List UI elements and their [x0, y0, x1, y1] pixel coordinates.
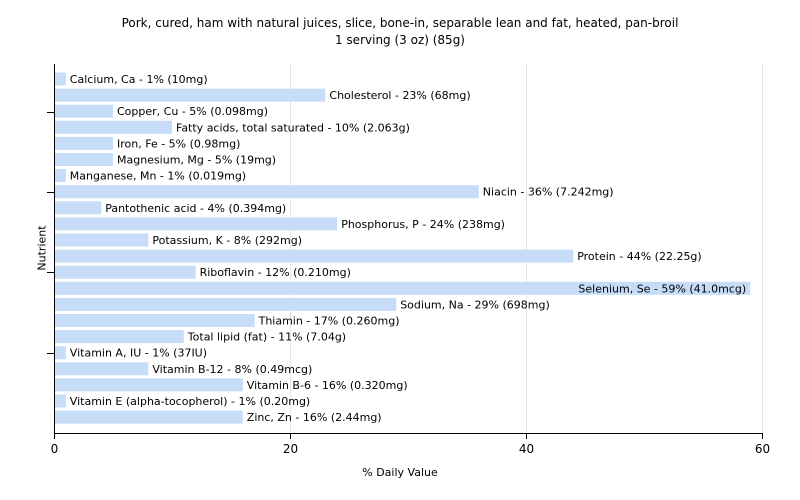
- data-label: Vitamin B-12 - 8% (0.49mcg): [152, 363, 312, 376]
- bar: [54, 201, 102, 215]
- data-label: Phosphorus, P - 24% (238mg): [341, 218, 505, 231]
- data-label: Copper, Cu - 5% (0.098mg): [117, 105, 268, 118]
- bar: [54, 346, 66, 360]
- bar: [54, 88, 326, 102]
- bar: [54, 104, 113, 118]
- data-label: Manganese, Mn - 1% (0.019mg): [70, 170, 246, 183]
- bar: [54, 297, 397, 311]
- data-label: Iron, Fe - 5% (0.98mg): [117, 137, 240, 150]
- data-label: Vitamin E (alpha-tocopherol) - 1% (0.20m…: [70, 395, 310, 408]
- data-label: Riboflavin - 12% (0.210mg): [200, 266, 351, 279]
- data-label: Zinc, Zn - 16% (2.44mg): [247, 411, 382, 424]
- bar: [54, 362, 149, 376]
- data-label: Calcium, Ca - 1% (10mg): [70, 73, 208, 86]
- data-label: Potassium, K - 8% (292mg): [152, 234, 302, 247]
- bar: [54, 265, 196, 279]
- data-label: Selenium, Se - 59% (41.0mcg): [578, 282, 746, 295]
- bar: [54, 378, 243, 392]
- bar: [54, 330, 184, 344]
- bar: [54, 169, 66, 183]
- x-axis-title: % Daily Value: [362, 466, 438, 479]
- data-label: Protein - 44% (22.25g): [577, 250, 702, 263]
- bar: [54, 233, 149, 247]
- bar: [54, 394, 66, 408]
- bar: [54, 249, 574, 263]
- data-label: Vitamin A, IU - 1% (37IU): [70, 347, 207, 360]
- data-label: Vitamin B-6 - 16% (0.320mg): [247, 379, 408, 392]
- bar: [54, 314, 255, 327]
- data-label: Magnesium, Mg - 5% (19mg): [117, 154, 276, 167]
- bar: [54, 410, 243, 424]
- data-label: Cholesterol - 23% (68mg): [329, 89, 470, 102]
- y-axis-title: Nutrient: [35, 225, 49, 271]
- bar: [54, 136, 113, 150]
- data-label: Thiamin - 17% (0.260mg): [258, 315, 400, 328]
- bar: [54, 72, 66, 86]
- data-label: Total lipid (fat) - 11% (7.04g): [187, 331, 346, 344]
- bar: [54, 281, 751, 295]
- bar: [54, 120, 172, 134]
- bar: [54, 217, 338, 231]
- bar: [54, 153, 113, 166]
- x-tick-label: 20: [283, 442, 298, 456]
- bar: [54, 185, 479, 199]
- x-tick-label: 0: [51, 442, 59, 456]
- chart-title: Pork, cured, ham with natural juices, sl…: [121, 16, 679, 30]
- data-label: Fatty acids, total saturated - 10% (2.06…: [176, 121, 410, 134]
- x-tick-label: 40: [519, 442, 534, 456]
- x-tick-label: 60: [755, 442, 770, 456]
- data-label: Pantothenic acid - 4% (0.394mg): [105, 202, 286, 215]
- data-label: Niacin - 36% (7.242mg): [483, 186, 614, 199]
- chart-subtitle: 1 serving (3 oz) (85g): [334, 33, 465, 47]
- data-label: Sodium, Na - 29% (698mg): [400, 298, 550, 311]
